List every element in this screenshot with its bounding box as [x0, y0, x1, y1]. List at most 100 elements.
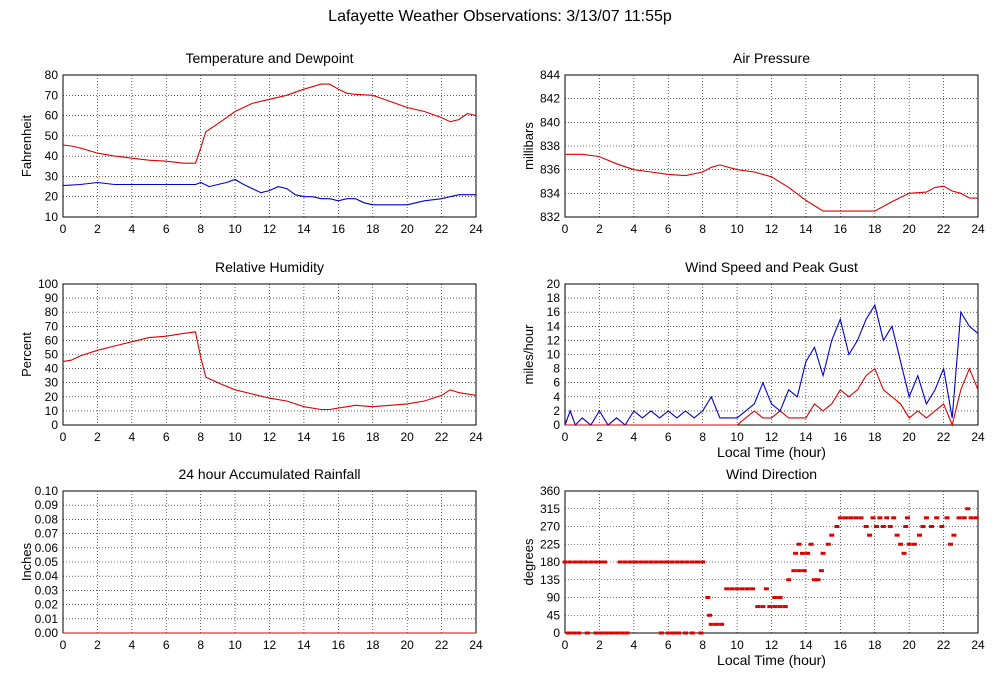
- direction-point: [658, 560, 664, 564]
- direction-point: [848, 516, 854, 520]
- x-tick-label: 6: [665, 222, 672, 236]
- x-tick-label: 10: [730, 430, 744, 444]
- direction-point: [608, 631, 614, 635]
- x-tick-label: 8: [699, 222, 706, 236]
- direction-point: [707, 613, 713, 617]
- direction-point: [619, 631, 625, 635]
- direction-point: [786, 578, 792, 582]
- direction-point: [617, 560, 623, 564]
- y-tick-label: 40: [45, 362, 59, 376]
- direction-point: [653, 560, 659, 564]
- direction-point: [708, 622, 714, 626]
- direction-point: [965, 507, 971, 511]
- direction-point: [664, 560, 670, 564]
- direction-point: [867, 533, 873, 537]
- direction-point: [837, 516, 843, 520]
- series-line-0: [62, 83, 477, 164]
- direction-point: [584, 631, 590, 635]
- y-tick-label: 0.08: [35, 512, 59, 526]
- direction-point: [670, 631, 676, 635]
- direction-point: [767, 605, 773, 609]
- x-tick-label: 4: [128, 222, 135, 236]
- direction-point: [777, 605, 783, 609]
- x-tick-label: 10: [730, 222, 744, 236]
- direction-point: [880, 525, 886, 528]
- x-tick-label: 24: [971, 430, 985, 444]
- direction-point: [853, 516, 859, 520]
- x-tick-label: 22: [937, 430, 951, 444]
- direction-point: [598, 631, 604, 635]
- y-axis-label: millibars: [521, 122, 536, 170]
- x-tick-label: 24: [971, 638, 985, 652]
- series-line-0: [564, 303, 979, 427]
- y-tick-label: 40: [45, 149, 59, 163]
- y-axis-label: degrees: [521, 538, 536, 585]
- y-axis-label: Fahrenheit: [19, 115, 34, 178]
- direction-point: [674, 560, 680, 564]
- x-tick-label: 8: [197, 222, 204, 236]
- y-tick-label: 30: [45, 169, 59, 183]
- direction-point: [734, 587, 740, 591]
- x-tick-label: 18: [868, 638, 882, 652]
- direction-point: [665, 631, 671, 635]
- direction-point: [624, 631, 630, 635]
- x-tick-label: 4: [630, 638, 637, 652]
- x-tick-label: 16: [834, 430, 848, 444]
- x-tick-label: 16: [834, 222, 848, 236]
- chart-title: Air Pressure: [733, 50, 810, 66]
- y-tick-label: 70: [45, 319, 59, 333]
- y-tick-label: 70: [45, 88, 59, 102]
- y-tick-label: 844: [540, 68, 560, 82]
- y-tick-label: 0.10: [35, 484, 59, 498]
- x-tick-label: 22: [937, 638, 951, 652]
- y-tick-label: 100: [38, 277, 58, 291]
- direction-point: [884, 516, 890, 520]
- direction-point: [614, 631, 620, 635]
- y-tick-label: 834: [540, 186, 560, 200]
- y-tick-label: 20: [547, 277, 561, 291]
- direction-point: [669, 560, 675, 564]
- x-tick-label: 12: [263, 638, 277, 652]
- direction-point: [698, 631, 704, 635]
- x-tick-label: 20: [902, 222, 916, 236]
- x-tick-label: 24: [469, 430, 483, 444]
- y-tick-label: 0.04: [35, 569, 59, 583]
- direction-point: [808, 542, 814, 546]
- direction-point: [576, 631, 582, 635]
- y-tick-label: 2: [553, 404, 560, 418]
- x-tick-label: 16: [332, 638, 346, 652]
- direction-point: [956, 516, 962, 520]
- y-tick-label: 50: [45, 129, 59, 143]
- y-tick-label: 20: [45, 190, 59, 204]
- direction-point: [911, 542, 917, 546]
- direction-point: [858, 516, 864, 520]
- direction-point: [929, 525, 935, 528]
- direction-point: [750, 587, 756, 591]
- x-tick-label: 4: [630, 222, 637, 236]
- direction-point: [682, 631, 688, 635]
- y-tick-label: 225: [540, 537, 560, 551]
- direction-point: [689, 560, 695, 564]
- x-tick-label: 8: [699, 430, 706, 444]
- direction-point: [812, 578, 818, 582]
- y-tick-label: 90: [547, 591, 561, 605]
- x-tick-label: 0: [60, 638, 67, 652]
- x-tick-label: 18: [868, 222, 882, 236]
- x-tick-label: 24: [971, 222, 985, 236]
- direction-point: [796, 542, 802, 546]
- y-tick-label: 360: [540, 484, 560, 498]
- x-tick-label: 0: [562, 430, 569, 444]
- x-tick-label: 10: [228, 222, 242, 236]
- direction-point: [588, 560, 594, 564]
- direction-point: [744, 587, 750, 591]
- x-tick-label: 2: [94, 638, 101, 652]
- x-tick-label: 20: [400, 638, 414, 652]
- x-tick-label: 20: [400, 430, 414, 444]
- y-tick-label: 14: [547, 319, 561, 333]
- x-tick-label: 22: [435, 638, 449, 652]
- direction-point: [627, 560, 633, 564]
